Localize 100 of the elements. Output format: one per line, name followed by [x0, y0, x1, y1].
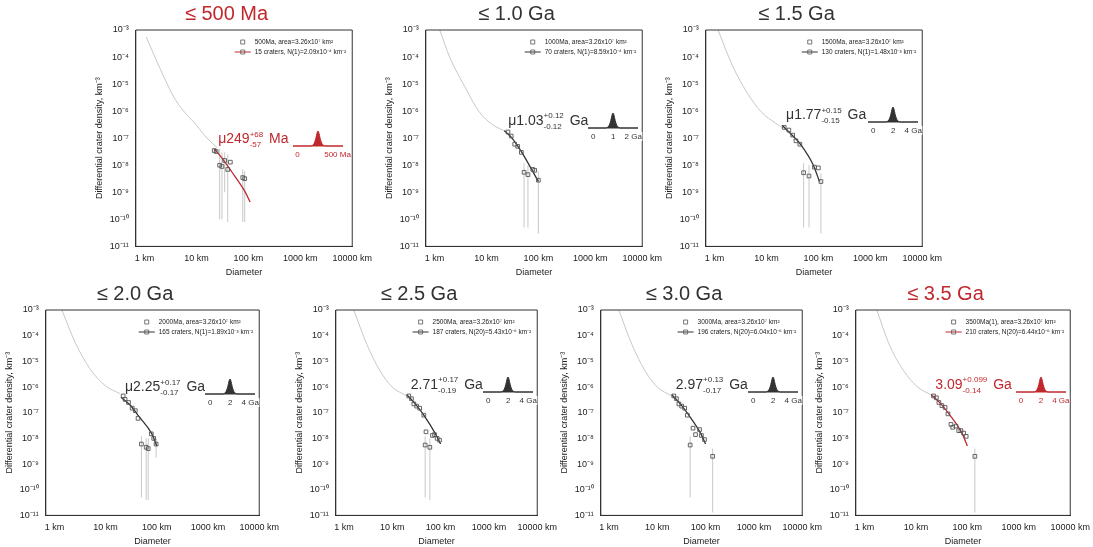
chart-title: ≤ 3.5 Ga — [907, 281, 985, 304]
y-tick-label: 10⁻³ — [112, 24, 129, 35]
y-tick-label: 10⁻⁴ — [401, 51, 419, 62]
point — [525, 172, 531, 177]
point — [122, 397, 128, 402]
y-tick-label: 10⁻⁴ — [681, 51, 699, 62]
y-tick-label: 10⁻¹⁰ — [399, 213, 419, 224]
x-tick-label: 100 km — [690, 522, 721, 533]
point — [942, 405, 948, 410]
x-tick-label: 10000 km — [332, 253, 372, 264]
y-tick-label: 10⁻⁹ — [111, 186, 129, 197]
point — [129, 405, 135, 411]
x-axis-title: Diameter — [418, 536, 455, 547]
point — [950, 425, 956, 430]
x-tick-label: 100 km — [952, 522, 983, 533]
y-tick-label: 10⁻⁹ — [311, 458, 329, 469]
chart-title: ≤ 1.5 Ga — [758, 1, 836, 24]
y-tick-label: 10⁻⁶ — [112, 105, 130, 116]
y-tick-label: 10⁻⁷ — [682, 132, 699, 143]
chart-title: ≤ 500 Ma — [184, 1, 269, 24]
point — [702, 437, 707, 442]
y-tick-label: 10⁻⁷ — [832, 407, 849, 418]
y-tick-label: 10⁻¹⁰ — [19, 484, 39, 495]
point — [225, 167, 230, 172]
point — [437, 437, 442, 443]
y-tick-label: 10⁻⁵ — [22, 355, 40, 366]
x-tick-label: 10000 km — [239, 522, 279, 533]
y-tick-label: 10⁻⁴ — [576, 330, 594, 341]
point — [816, 165, 821, 171]
y-tick-label: 10⁻¹¹ — [829, 509, 849, 520]
chart-title: ≤ 2.5 Ga — [380, 281, 459, 304]
annotation: 2 — [1038, 395, 1044, 405]
x-tick-label: 1 km — [599, 522, 619, 533]
y-tick-label: 10⁻⁵ — [682, 78, 700, 89]
x-tick-label: 1000 km — [1001, 522, 1037, 533]
x-tick-label: 10000 km — [782, 522, 822, 533]
point — [931, 393, 936, 399]
x-axis-title: Diameter — [795, 267, 833, 278]
x-tick-label: 1 km — [134, 253, 155, 264]
point — [781, 125, 787, 130]
x-tick-label: 1 km — [424, 253, 445, 264]
y-tick-label: 10⁻⁴ — [311, 330, 329, 341]
point — [120, 393, 126, 399]
y-tick-label: 10⁻⁸ — [312, 432, 330, 443]
y-tick-label: 10⁻⁷ — [577, 407, 594, 418]
y-tick-label: 10⁻⁵ — [112, 78, 130, 89]
chart-title: ≤ 3.0 Ga — [645, 281, 724, 304]
point — [939, 403, 945, 408]
point — [406, 393, 412, 399]
point — [222, 158, 227, 163]
y-tick-label: 10⁻⁹ — [576, 458, 594, 469]
y-tick-label: 10⁻³ — [832, 304, 849, 315]
y-tick-label: 10⁻⁹ — [831, 458, 849, 469]
point — [515, 144, 520, 149]
y-tick-label: 10⁻⁷ — [402, 132, 419, 143]
y-tick-label: 10⁻¹¹ — [679, 240, 699, 251]
x-axis-title: Diameter — [515, 267, 553, 278]
y-tick-label: 10⁻¹⁰ — [574, 484, 594, 495]
point — [956, 428, 961, 433]
point — [671, 393, 677, 399]
point — [508, 133, 514, 139]
annotation: 2 — [506, 395, 511, 405]
x-tick-label: 10 km — [184, 253, 209, 264]
x-tick-label: 10 km — [93, 522, 118, 533]
chart-title: ≤ 1.0 Ga — [478, 1, 556, 24]
y-axis-title: Differential crater density, km⁻³ — [93, 77, 104, 200]
x-axis-title: Diameter — [225, 267, 263, 278]
y-tick-label: 10⁻⁶ — [832, 381, 850, 392]
point — [409, 396, 414, 402]
annotation: 0 — [591, 131, 596, 141]
annotation: 2 — [771, 395, 776, 405]
y-tick-label: 10⁻⁴ — [111, 51, 129, 62]
y-tick-label: 10⁻³ — [22, 304, 39, 315]
point — [958, 428, 964, 433]
x-tick-label: 10 km — [754, 253, 779, 264]
y-tick-label: 10⁻³ — [402, 24, 419, 35]
annotation: 1 — [611, 131, 616, 141]
x-tick-label: 10000 km — [1050, 522, 1090, 533]
point — [536, 177, 541, 183]
y-tick-label: 10⁻¹¹ — [574, 509, 594, 520]
point — [427, 444, 433, 450]
y-tick-label: 10⁻⁵ — [402, 78, 420, 89]
x-tick-label: 10000 km — [622, 253, 662, 264]
y-tick-label: 10⁻⁵ — [312, 355, 330, 366]
y-tick-label: 10⁻⁵ — [832, 355, 850, 366]
y-tick-label: 10⁻⁴ — [831, 330, 849, 341]
point — [948, 422, 954, 427]
y-axis-title: Differential crater density, km⁻³ — [383, 77, 394, 200]
point — [936, 400, 942, 405]
y-axis-title: Differential crater density, km⁻³ — [293, 351, 304, 474]
y-tick-label: 10⁻⁶ — [312, 381, 330, 392]
annotation: 4 Ga — [1052, 395, 1070, 405]
y-tick-label: 10⁻⁶ — [577, 381, 595, 392]
point — [801, 170, 806, 175]
y-tick-label: 10⁻⁸ — [577, 432, 595, 443]
y-tick-label: 10⁻⁷ — [312, 407, 329, 418]
point — [217, 162, 222, 168]
point — [963, 434, 969, 439]
annotation: 0 — [871, 126, 876, 136]
y-tick-label: 10⁻³ — [577, 304, 594, 315]
